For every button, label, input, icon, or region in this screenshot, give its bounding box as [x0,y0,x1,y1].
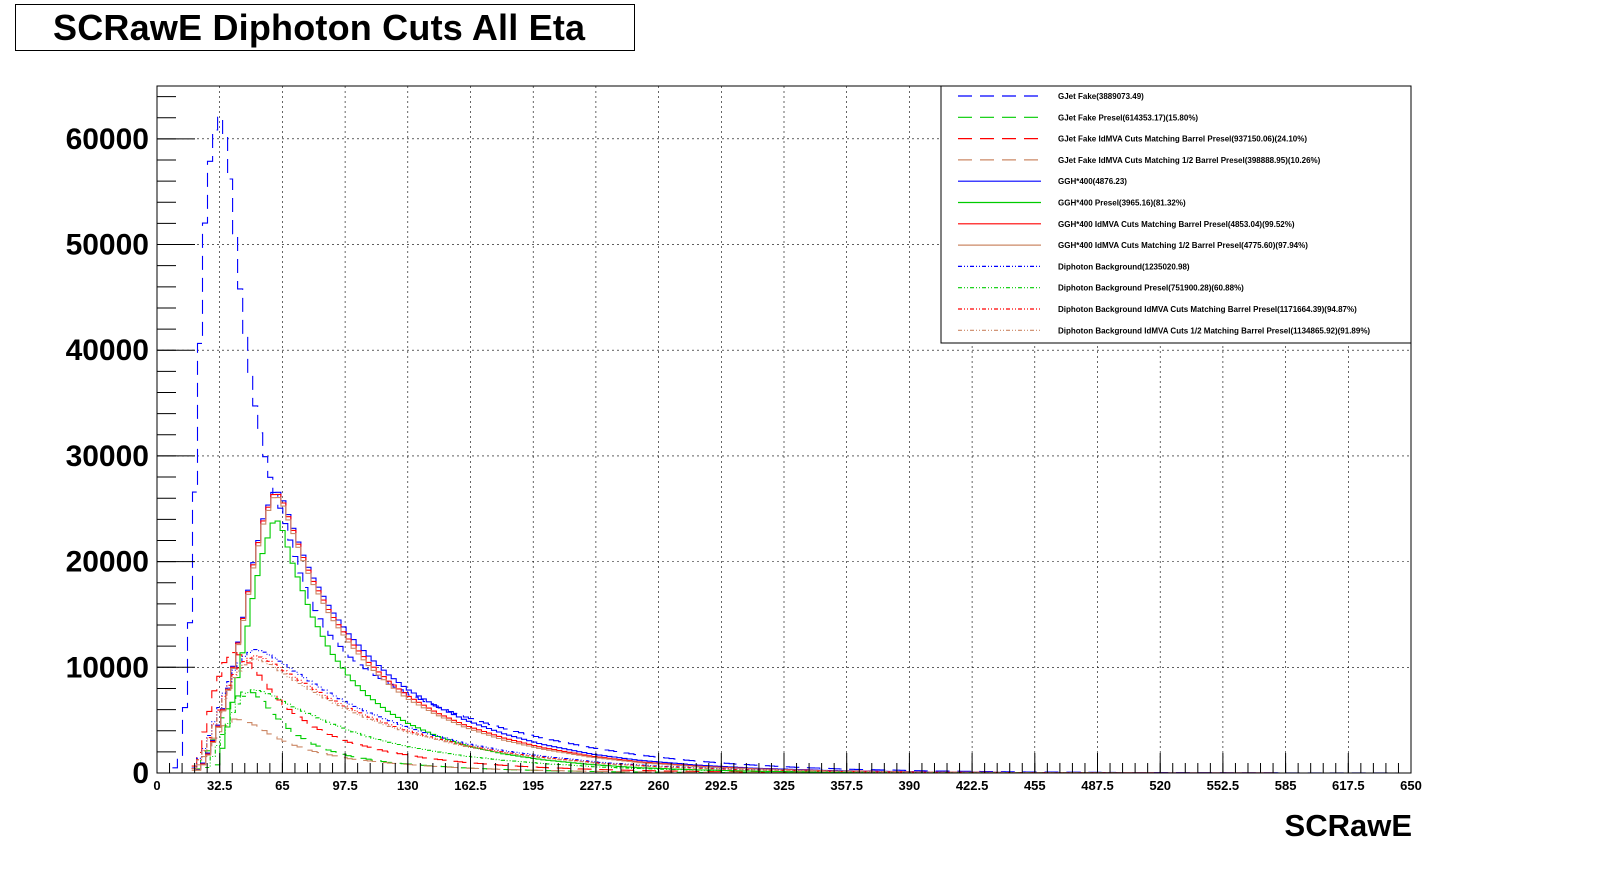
legend-entry-label: GJet Fake(3889073.49) [1058,92,1144,101]
x-tick-label: 162.5 [454,778,487,793]
x-tick-label: 357.5 [830,778,863,793]
legend-entry-label: GGH*400 Presel(3965.16)(81.32%) [1058,199,1186,208]
legend-entry-label: Diphoton Background(1235020.98) [1058,262,1190,271]
x-tick-label: 520 [1149,778,1171,793]
x-tick-label: 260 [648,778,670,793]
x-tick-label: 65 [275,778,289,793]
series-line-3 [191,652,930,774]
legend-entry-label: Diphoton Background Presel(751900.28)(60… [1058,284,1244,293]
y-tick-label: 50000 [66,229,149,262]
legend-entry-label: GJet Fake Presel(614353.17)(15.80%) [1058,113,1198,122]
x-tick-label: 585 [1275,778,1297,793]
legend-entry-label: Diphoton Background IdMVA Cuts 1/2 Match… [1058,326,1370,335]
chart-title: SCRawE Diphoton Cuts All Eta [53,6,586,48]
legend-entry-label: GJet Fake IdMVA Cuts Matching Barrel Pre… [1058,135,1307,144]
x-tick-label: 32.5 [207,778,232,793]
y-tick-label: 30000 [66,440,149,473]
legend: GJet Fake(3889073.49) GJet Fake Presel(61… [940,85,1412,344]
x-tick-label: 0 [153,778,160,793]
series-line-12 [191,658,1125,774]
x-tick-label: 97.5 [332,778,357,793]
legend-entry-label: GGH*400(4876.23) [1058,177,1127,186]
x-tick-label: 130 [397,778,419,793]
legend-entry-label: Diphoton Background IdMVA Cuts Matching … [1058,305,1357,314]
y-tick-label: 60000 [66,123,149,156]
x-tick-label: 487.5 [1081,778,1114,793]
x-tick-label: 552.5 [1207,778,1240,793]
legend-entry-label: GGH*400 IdMVA Cuts Matching Barrel Prese… [1058,220,1295,229]
x-tick-label: 455 [1024,778,1046,793]
series-line-8 [195,497,1320,774]
x-axis-label: SCRawE [1284,808,1412,843]
legend-entry-label: GJet Fake IdMVA Cuts Matching 1/2 Barrel… [1058,156,1321,165]
y-tick-label: 0 [132,757,149,790]
series-line-10 [205,689,1124,774]
chart-title-box: SCRawE Diphoton Cuts All Eta [15,4,635,51]
axes: 0 32.5 65 97.5 130 162.5 195 227.5 260 292.5 325 35… [66,96,1422,793]
x-tick-label: 650 [1400,778,1422,793]
series-line-7 [195,493,1320,774]
x-tick-label: 292.5 [705,778,738,793]
x-tick-label: 227.5 [580,778,613,793]
x-tick-label: 390 [899,778,921,793]
legend-box [940,85,1412,344]
x-tick-label: 195 [522,778,544,793]
legend-entry-label: GGH*400 IdMVA Cuts Matching 1/2 Barrel P… [1058,241,1308,250]
x-tick-label: 325 [773,778,795,793]
x-tick-label: 617.5 [1332,778,1365,793]
series-line-2 [195,691,933,774]
y-tick-label: 40000 [66,334,149,367]
y-tick-label: 10000 [66,651,149,684]
x-tick-label: 422.5 [956,778,989,793]
series-line-5 [195,491,1320,774]
y-tick-label: 20000 [66,546,149,579]
